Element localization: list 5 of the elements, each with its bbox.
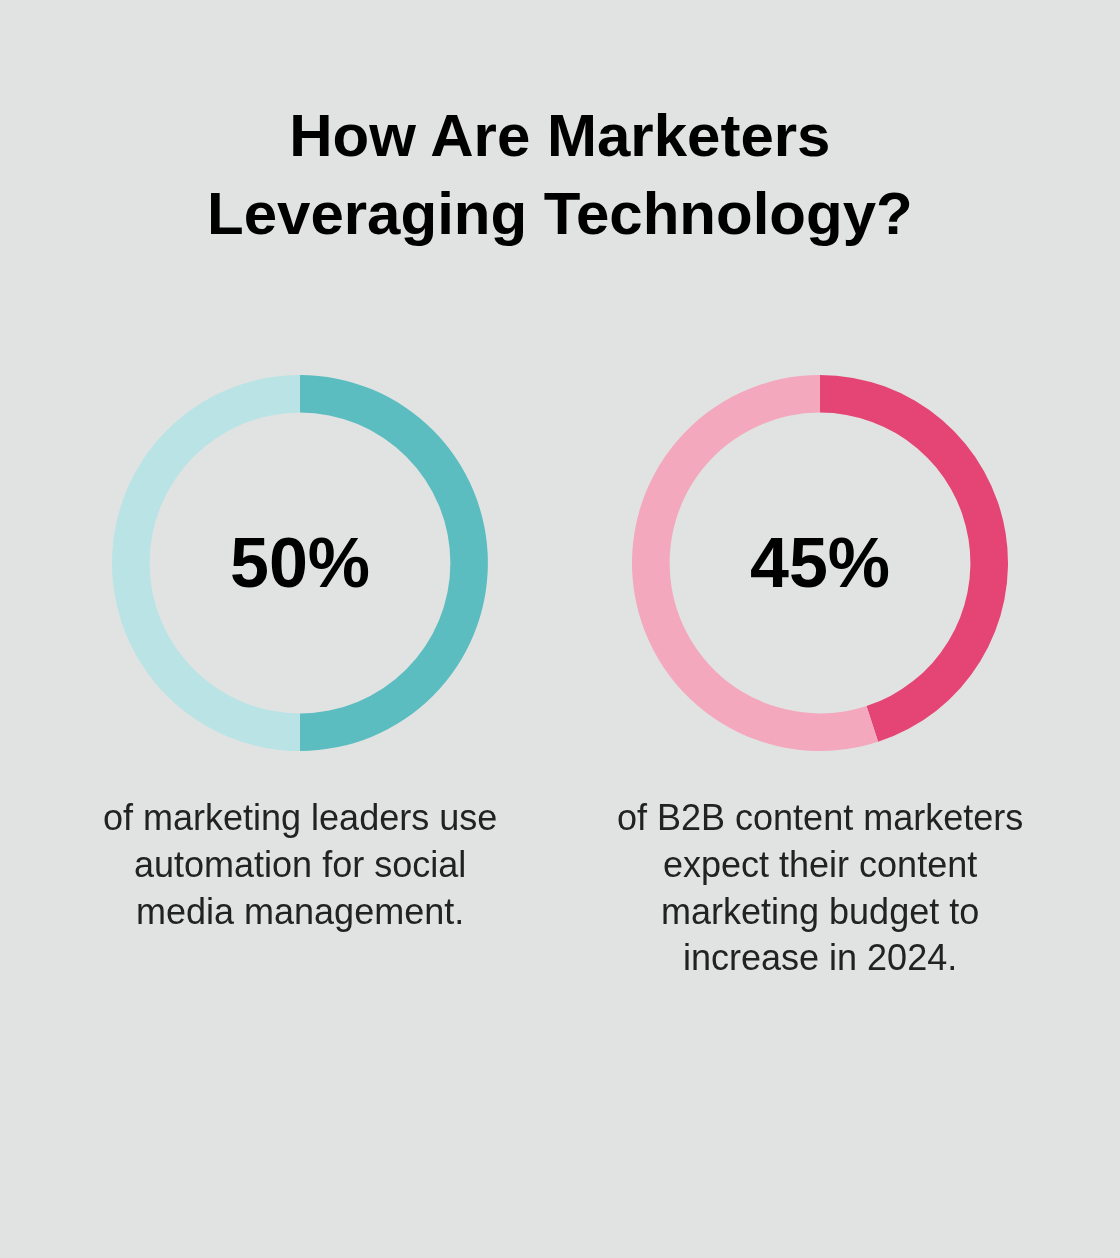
- text: of marketing leaders use automation for social media management.: [103, 797, 498, 932]
- text: 50%: [230, 524, 371, 602]
- chart-title: How Are Marketers Leveraging Technology?: [207, 102, 913, 247]
- text: of B2B content marketers expect their content marketing budget to increase in 2024.: [617, 797, 1024, 979]
- text: 45%: [750, 524, 891, 602]
